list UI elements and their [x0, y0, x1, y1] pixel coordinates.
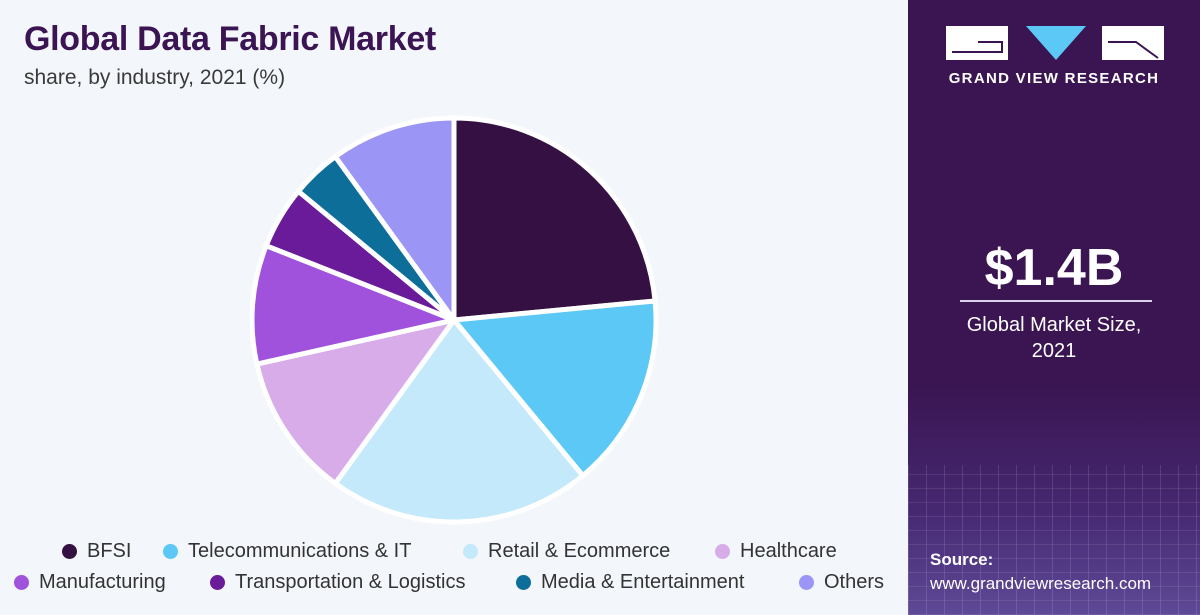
- legend-item-manufacturing: Manufacturing: [14, 571, 166, 594]
- market-size-label: Global Market Size, 2021: [908, 312, 1200, 364]
- legend-label-transportation: Transportation & Logistics: [235, 571, 466, 593]
- legend-label-media: Media & Entertainment: [541, 571, 745, 593]
- legend-label-healthcare: Healthcare: [740, 540, 837, 562]
- legend-swatch-healthcare: [715, 544, 730, 559]
- legend-label-others: Others: [824, 571, 885, 593]
- legend-swatch-manufacturing: [14, 575, 29, 590]
- chart-area: Global Data Fabric Market share, by indu…: [0, 0, 908, 615]
- market-size-label-line2: 2021: [1031, 340, 1077, 362]
- legend-label-retail: Retail & Ecommerce: [488, 540, 671, 562]
- pie-slice-retail-ecommerce: [332, 317, 586, 525]
- chart-subtitle: share, by industry, 2021 (%): [24, 66, 286, 89]
- info-sidebar: GRAND VIEW RESEARCH $1.4B Global Market …: [908, 0, 1200, 615]
- legend-item-bfsi: BFSI: [62, 540, 131, 563]
- legend-item-healthcare: Healthcare: [715, 540, 837, 563]
- legend-label-manufacturing: Manufacturing: [39, 571, 166, 593]
- legend-item-transportation: Transportation & Logistics: [210, 571, 465, 594]
- chart-title: Global Data Fabric Market: [24, 20, 436, 58]
- pie-slice-manufacturing: [249, 243, 457, 367]
- legend-swatch-telecom: [163, 544, 178, 559]
- pie-slice-healthcare: [254, 317, 457, 486]
- chart-legend: BFSI Telecommunications & IT Retail & Ec…: [0, 535, 908, 605]
- legend-item-retail: Retail & Ecommerce: [463, 540, 670, 563]
- legend-swatch-retail: [463, 544, 478, 559]
- legend-item-media: Media & Entertainment: [516, 571, 744, 594]
- source-label: Source:: [930, 550, 994, 569]
- pie-slice-telecommunications-it: [451, 298, 659, 479]
- legend-item-telecom: Telecommunications & IT: [163, 540, 411, 563]
- pie-chart: [249, 115, 659, 525]
- legend-swatch-media: [516, 575, 531, 590]
- source-link[interactable]: www.grandviewresearch.com: [930, 574, 1152, 593]
- legend-item-others: Others: [799, 571, 884, 594]
- market-size-divider: [960, 300, 1152, 302]
- sidebar-gradient: [908, 385, 1200, 615]
- legend-swatch-bfsi: [62, 544, 77, 559]
- legend-swatch-others: [799, 575, 814, 590]
- pie-slice-others: [332, 115, 457, 323]
- pie-slice-bfsi: [451, 115, 658, 323]
- legend-label-telecom: Telecommunications & IT: [188, 540, 412, 562]
- gvr-logo-icon: [946, 26, 1164, 60]
- legend-swatch-transportation: [210, 575, 225, 590]
- legend-label-bfsi: BFSI: [87, 540, 132, 562]
- brand-name: GRAND VIEW RESEARCH: [948, 70, 1160, 87]
- sidebar-grid-decoration: [908, 465, 1200, 615]
- market-size-value: $1.4B: [984, 239, 1124, 297]
- market-size-label-line1: Global Market Size,: [966, 314, 1142, 336]
